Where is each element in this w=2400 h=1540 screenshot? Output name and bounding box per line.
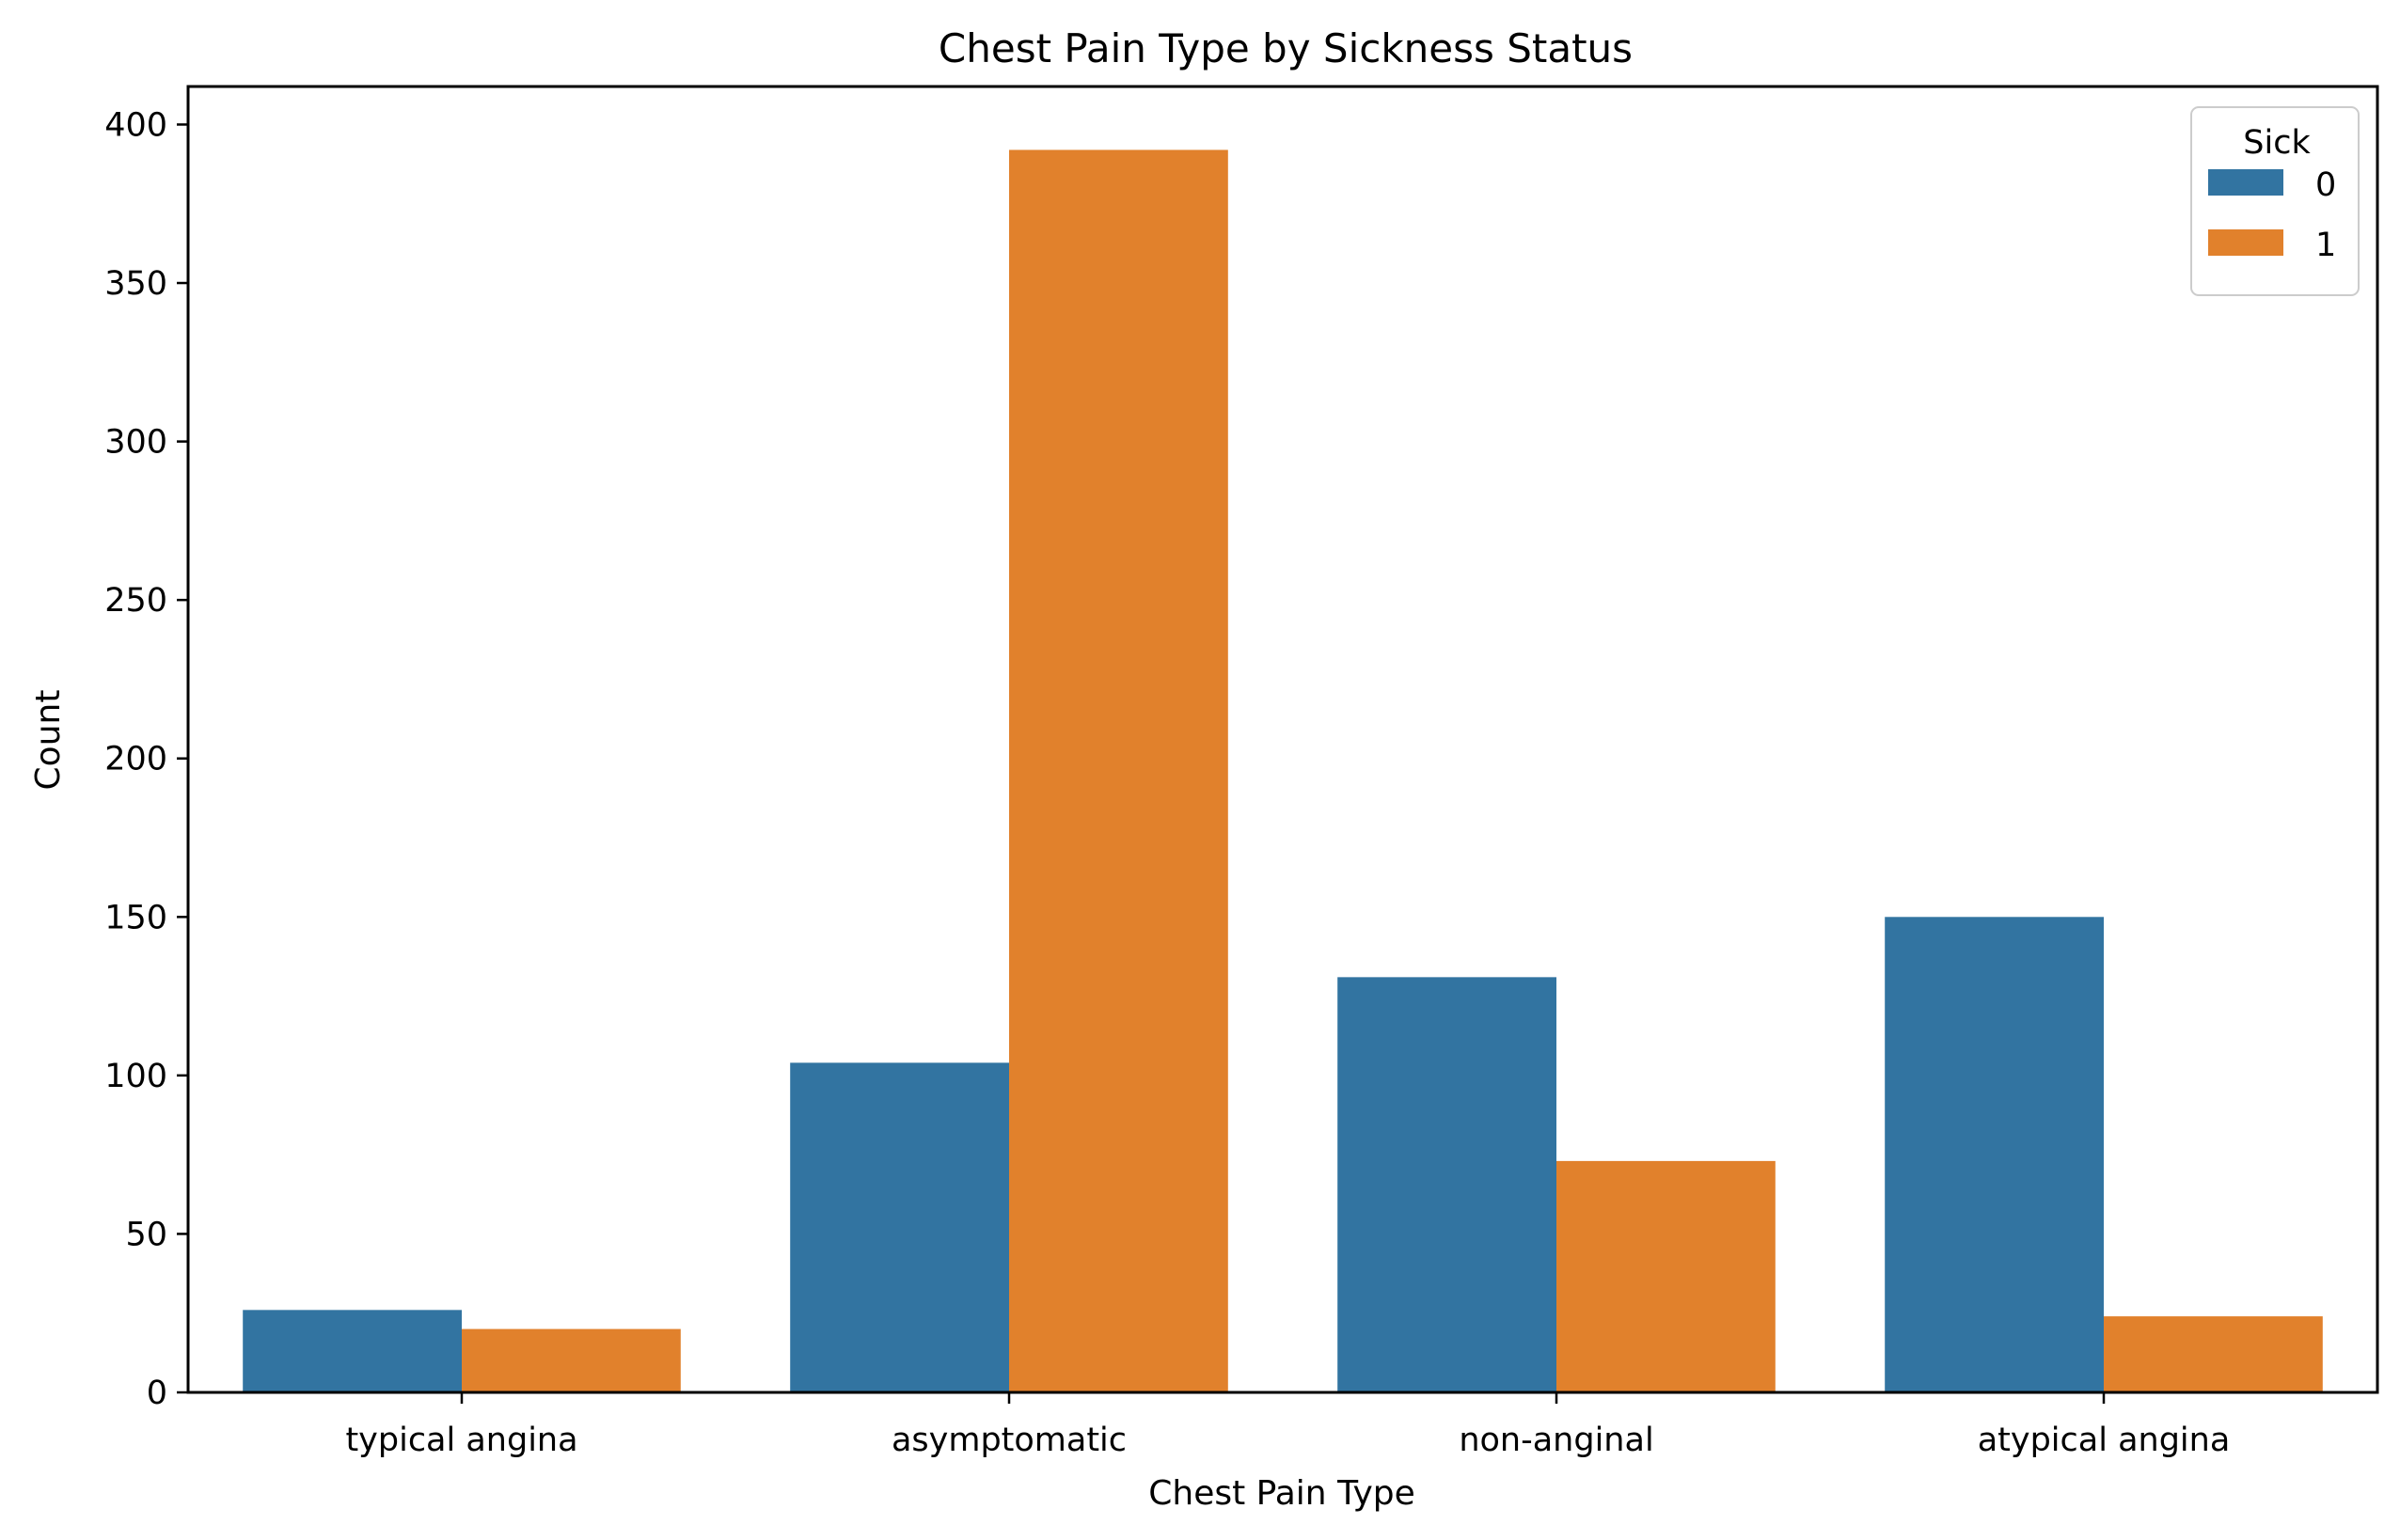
y-axis: 0 50 100 150 200 250 300 350 400 (104, 106, 188, 1412)
y-tick-label: 200 (104, 741, 167, 778)
plot-frame (186, 85, 2379, 1394)
y-tick-label: 300 (104, 424, 167, 462)
y-tick-label: 0 (147, 1375, 167, 1412)
legend-swatch-0 (2208, 169, 2283, 196)
bar-asymptomatic-sick-1 (1009, 149, 1228, 1393)
y-tick-label: 150 (104, 899, 167, 936)
chart-title: Chest Pain Type by Sickness Status (939, 25, 1633, 71)
legend-title: Sick (2243, 124, 2311, 162)
bar-typical-angina-sick-0 (243, 1310, 462, 1392)
x-axis: typical angina asymptomatic non-anginal aty… (345, 1392, 2230, 1459)
x-tick-label: atypical angina (1978, 1422, 2231, 1459)
legend-swatch-1 (2208, 229, 2283, 256)
bar-atypical-angina-sick-0 (1885, 917, 2104, 1392)
x-tick-label: non-anginal (1459, 1422, 1653, 1459)
x-tick-label: asymptomatic (892, 1422, 1127, 1459)
bars (243, 149, 2323, 1393)
legend-items: 01 (2208, 166, 2336, 264)
bar-typical-angina-sick-1 (462, 1328, 681, 1392)
bar-asymptomatic-sick-0 (790, 1062, 1009, 1392)
bar-non-anginal-sick-1 (1556, 1160, 1776, 1392)
legend: Sick 01 (2190, 106, 2360, 296)
y-tick-label: 400 (104, 106, 167, 144)
y-tick-label: 100 (104, 1058, 167, 1095)
bar-atypical-angina-sick-1 (2104, 1316, 2323, 1392)
x-tick-label: typical angina (345, 1422, 577, 1459)
y-tick-label: 350 (104, 265, 167, 303)
legend-label-1: 1 (2315, 227, 2336, 264)
legend-label-0: 0 (2315, 166, 2336, 204)
y-axis-label: Count (29, 690, 68, 791)
bar-non-anginal-sick-0 (1337, 977, 1556, 1392)
y-tick-label: 50 (125, 1216, 167, 1253)
y-tick-label: 250 (104, 582, 167, 620)
x-axis-label: Chest Pain Type (1148, 1474, 1415, 1513)
